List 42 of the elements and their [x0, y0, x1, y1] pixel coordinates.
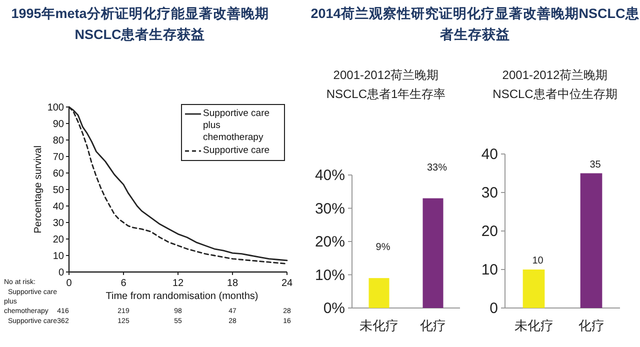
y-tick-label: 80 — [52, 136, 64, 146]
y-tick-label: 40 — [481, 146, 498, 163]
x-tick-label: 0 — [66, 278, 72, 289]
x-tick-label: 18 — [226, 278, 238, 289]
chart-title: 2014荷兰观察性研究证明化疗显著改善晚期NSCLC患者生存获益 — [310, 5, 640, 44]
legend-label: Supportive care plus chemotherapy — [203, 108, 271, 144]
y-tick-label: 0 — [58, 268, 64, 278]
y-tick-label: 70 — [52, 152, 64, 163]
y-tick-label: 30% — [314, 200, 345, 218]
y-axis-title: Percentage survival — [33, 146, 44, 234]
chart-title: 1995年meta分析证明化疗能显著改善晚期NSCLC患者生存获益 — [10, 5, 270, 44]
x-tick-label: 24 — [281, 278, 293, 289]
y-tick-label: 100 — [47, 102, 64, 114]
y-tick-label: 40% — [314, 167, 345, 184]
y-tick-label: 0 — [490, 300, 498, 317]
data-label: 10 — [532, 256, 544, 266]
y-tick-label: 40 — [52, 202, 64, 212]
x-axis-title: Time from randomisation (months) — [106, 291, 258, 302]
y-tick-label: 90 — [52, 119, 64, 130]
y-tick-label: 30 — [52, 218, 64, 229]
x-tick-label: 未化疗 — [514, 318, 554, 333]
y-tick-label: 0% — [323, 300, 345, 317]
data-label: 33% — [426, 162, 448, 174]
x-tick-label: 12 — [172, 278, 184, 289]
y-tick-label: 20% — [314, 234, 345, 250]
x-tick-label: 化疗 — [420, 318, 446, 333]
y-tick-label: 10 — [52, 251, 64, 262]
x-tick-label: 化疗 — [578, 318, 604, 333]
x-tick-label: 6 — [120, 278, 127, 289]
chart-subtitle: 2001-2012荷兰晚期NSCLC患者1年生存率 — [325, 67, 447, 103]
y-tick-label: 20 — [481, 223, 498, 240]
y-tick-label: 10% — [314, 266, 345, 284]
y-tick-label: 10 — [481, 262, 498, 278]
x-tick-label: 未化疗 — [360, 318, 398, 333]
data-label: 9% — [376, 242, 390, 254]
chart-title: 2001-2012荷兰晚期NSCLC患者中位生存期 — [492, 67, 618, 103]
y-tick-label: 60 — [52, 168, 64, 180]
y-tick-label: 50 — [52, 185, 64, 196]
y-tick-label: 20 — [52, 234, 64, 246]
legend-label: Supportive care — [203, 144, 270, 156]
y-tick-label: 30 — [481, 184, 498, 202]
data-label: 35 — [590, 159, 602, 170]
